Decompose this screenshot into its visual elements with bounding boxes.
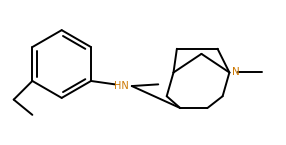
Text: HN: HN (114, 81, 128, 91)
Text: N: N (232, 68, 240, 77)
